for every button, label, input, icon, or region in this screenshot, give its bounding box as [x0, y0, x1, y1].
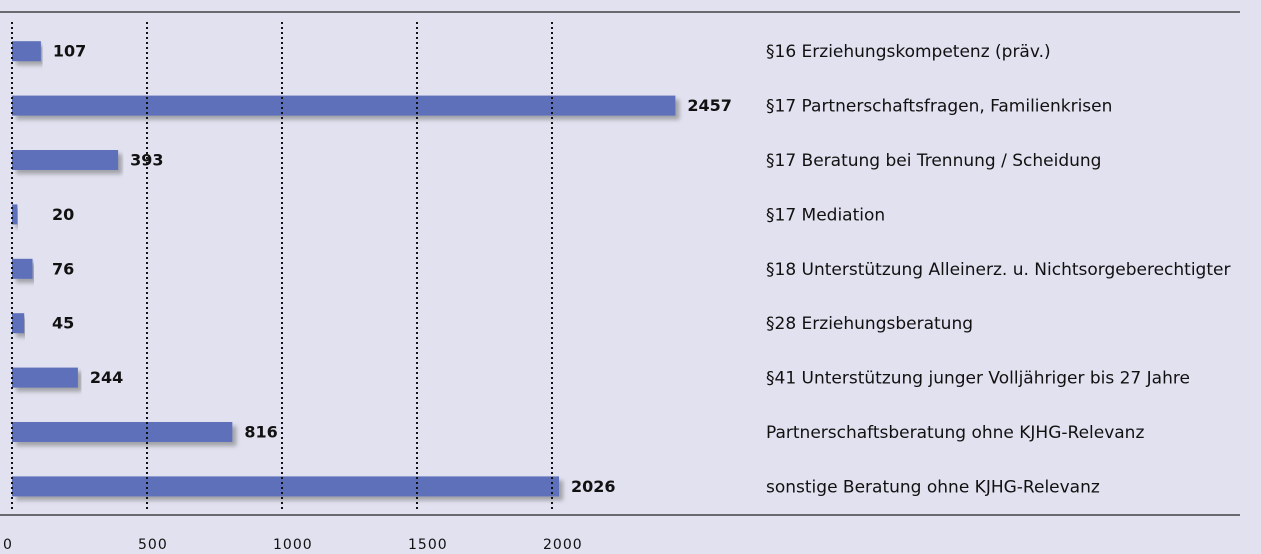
category-label: §28 Erziehungsberatung: [766, 314, 973, 334]
category-label: §17 Beratung bei Trennung / Scheidung: [766, 151, 1101, 171]
value-label: 76: [52, 259, 74, 278]
bar: [12, 313, 25, 334]
value-label: 107: [53, 42, 86, 61]
category-label: §17 Partnerschaftsfragen, Familienkrisen: [766, 97, 1112, 117]
value-label: 816: [244, 423, 277, 442]
bar: [12, 476, 560, 497]
category-label: §16 Erziehungskompetenz (präv.): [766, 42, 1051, 62]
value-label: 45: [52, 314, 74, 333]
x-tick-label: 500: [138, 537, 168, 553]
value-label: 393: [130, 151, 163, 170]
bar: [12, 258, 33, 279]
bar: [12, 204, 18, 225]
value-label: 2026: [571, 477, 616, 496]
value-label: 2457: [687, 96, 732, 115]
x-tick-label: 1000: [273, 537, 313, 553]
category-label: §18 Unterstützung Alleinerz. u. Nichtsor…: [766, 260, 1230, 280]
x-tick-label: 1500: [408, 537, 448, 553]
value-label: 20: [52, 205, 74, 224]
category-label: §41 Unterstützung junger Volljähriger bi…: [766, 369, 1190, 389]
category-label: Partnerschaftsberatung ohne KJHG-Relevan…: [766, 423, 1144, 443]
value-label: 244: [90, 368, 123, 387]
bar: [12, 150, 119, 170]
category-label: sonstige Beratung ohne KJHG-Relevanz: [766, 477, 1100, 497]
bar: [12, 95, 676, 116]
x-tick-label: 0: [3, 537, 13, 553]
bar: [12, 367, 78, 388]
x-tick-label: 2000: [543, 537, 583, 553]
category-label: §17 Mediation: [766, 205, 885, 225]
bar: [12, 422, 233, 442]
bar: [12, 41, 41, 62]
